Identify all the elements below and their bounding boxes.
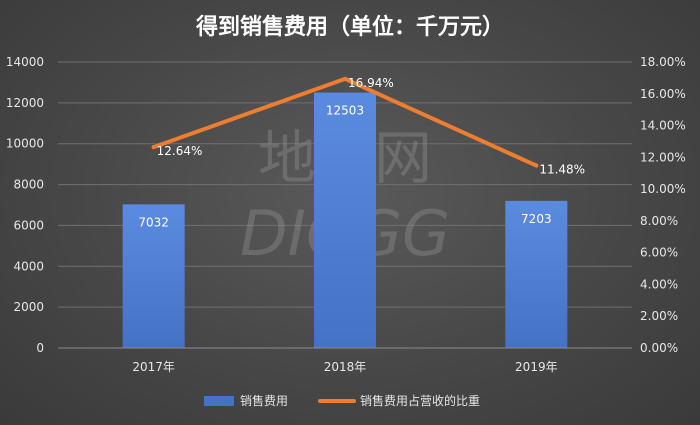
y-left-tick-label: 12000 [6, 96, 44, 110]
bar-series: 7032 12503 7203 [122, 92, 568, 348]
line-series: 12.64% 16.94% 11.48% [151, 76, 585, 177]
bar [122, 204, 185, 348]
y-right-tick-label: 4.00% [640, 277, 678, 291]
line-point [343, 76, 347, 81]
y-axis-right: 0.00% 2.00% 4.00% 6.00% 8.00% 10.00% 12.00% 14.… [640, 55, 686, 355]
y-left-tick-label: 0 [36, 341, 44, 355]
legend-label: 销售费用 [240, 393, 288, 408]
line-point [534, 163, 539, 168]
y-left-tick-label: 6000 [13, 218, 44, 232]
y-left-tick-label: 14000 [6, 55, 44, 69]
y-left-tick-label: 2000 [13, 300, 44, 314]
bar-data-label: 7032 [138, 215, 169, 229]
legend-swatch-bar [204, 396, 234, 406]
line-point [151, 145, 156, 150]
y-right-tick-label: 14.00% [640, 119, 686, 133]
x-tick-label: 2018年 [324, 360, 367, 374]
bar-data-label: 12503 [326, 104, 364, 118]
x-tick-label: 2019年 [515, 360, 558, 374]
line-data-label: 11.48% [539, 163, 585, 177]
y-right-tick-label: 10.00% [640, 182, 686, 196]
line-data-label: 12.64% [157, 144, 203, 158]
y-right-tick-label: 2.00% [640, 309, 678, 323]
y-right-tick-label: 18.00% [640, 55, 686, 69]
y-right-tick-label: 12.00% [640, 150, 686, 164]
legend: 销售费用 销售费用占营收的比重 [204, 393, 480, 408]
y-right-tick-label: 16.00% [640, 87, 686, 101]
y-left-tick-label: 4000 [13, 259, 44, 273]
y-left-tick-label: 8000 [13, 178, 44, 192]
bar [505, 200, 568, 348]
bar [314, 92, 376, 348]
y-axis-left: 0 2000 4000 6000 8000 10000 12000 14000 [6, 55, 44, 355]
line-data-label: 16.94% [348, 76, 394, 90]
y-right-tick-label: 8.00% [640, 214, 678, 228]
x-tick-label: 2017年 [132, 360, 175, 374]
y-left-tick-label: 10000 [6, 137, 44, 151]
legend-label: 销售费用占营收的比重 [360, 393, 480, 408]
x-axis: 2017年 2018年 2019年 [58, 347, 632, 374]
y-right-tick-label: 6.00% [640, 246, 678, 260]
y-right-tick-label: 0.00% [640, 341, 678, 355]
chart-title: 得到销售费用（单位：千万元） [195, 14, 504, 40]
bar-data-label: 7203 [521, 212, 552, 226]
